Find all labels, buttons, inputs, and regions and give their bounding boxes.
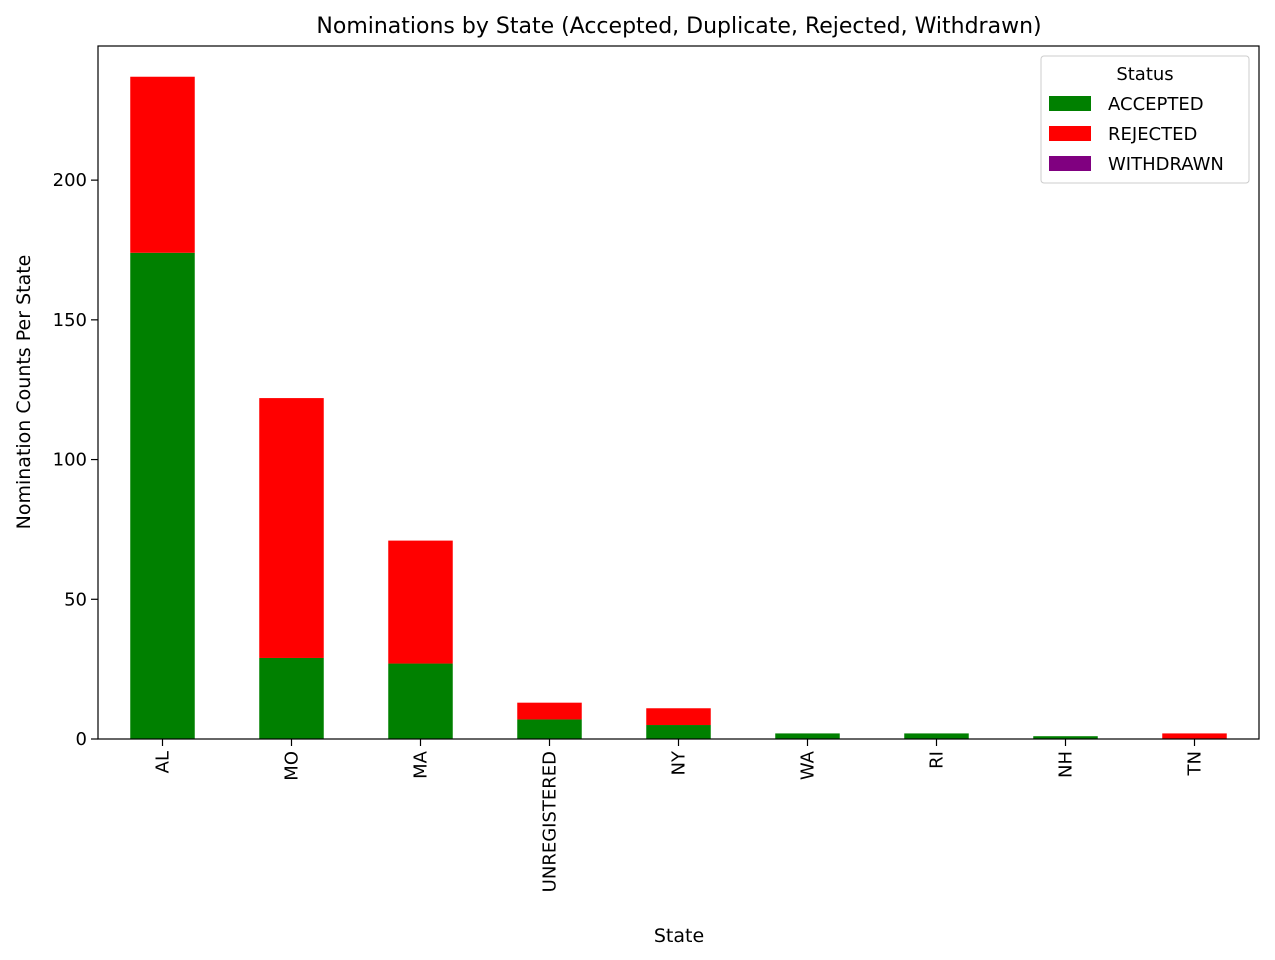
x-tick-label: MA bbox=[411, 750, 432, 779]
plot-area: AL MO MA UNREGISTERED NY WA RI NH TN 0 50 100 150 200 bbox=[53, 45, 1260, 892]
y-tick-label: 150 bbox=[53, 310, 87, 331]
bar-accepted-mo bbox=[259, 657, 324, 739]
x-tick-label: WA bbox=[798, 750, 819, 780]
legend-title: Status bbox=[1116, 64, 1173, 85]
x-tick-label: TN bbox=[1185, 751, 1206, 776]
y-tick-label: 0 bbox=[76, 729, 87, 750]
bar-accepted-nh bbox=[1033, 736, 1098, 739]
x-tick-label: AL bbox=[153, 751, 174, 773]
bar-rejected-tn bbox=[1162, 733, 1227, 739]
legend-label-withdrawn: WITHDRAWN bbox=[1108, 154, 1224, 175]
bar-accepted-ma bbox=[388, 663, 453, 739]
legend-label-rejected: REJECTED bbox=[1108, 124, 1197, 145]
bar-accepted-unregistered bbox=[517, 719, 582, 739]
bar-rejected-al bbox=[130, 76, 195, 253]
bar-rejected-ma bbox=[388, 540, 453, 664]
x-tick-label: MO bbox=[282, 751, 303, 781]
y-tick-label: 100 bbox=[53, 450, 87, 471]
x-tick-label: NY bbox=[669, 750, 690, 775]
legend-swatch-withdrawn bbox=[1049, 156, 1091, 171]
legend-swatch-rejected bbox=[1049, 126, 1091, 141]
x-tick-label: NH bbox=[1056, 751, 1077, 778]
legend-box bbox=[1040, 55, 1250, 184]
chart-title: Nominations by State (Accepted, Duplicat… bbox=[316, 14, 1041, 39]
axes-frame bbox=[97, 45, 1260, 740]
bar-rejected-mo bbox=[259, 398, 324, 658]
bar-accepted-al bbox=[130, 252, 195, 739]
x-tick-label: RI bbox=[927, 751, 948, 769]
x-axis-label: State bbox=[654, 925, 704, 947]
y-tick-label: 50 bbox=[64, 589, 87, 610]
x-tick-label: UNREGISTERED bbox=[540, 751, 561, 892]
bar-rejected-unregistered bbox=[517, 702, 582, 720]
bar-rejected-ny bbox=[646, 708, 711, 726]
legend-swatch-accepted bbox=[1049, 96, 1091, 111]
legend-label-accepted: ACCEPTED bbox=[1108, 94, 1204, 115]
bar-accepted-ri bbox=[904, 733, 969, 739]
bar-accepted-ny bbox=[646, 725, 711, 739]
legend: Status ACCEPTED REJECTED WITHDRAWN bbox=[1040, 55, 1250, 184]
y-tick-label: 200 bbox=[53, 170, 87, 191]
bar-accepted-wa bbox=[775, 733, 840, 739]
y-axis-label: Nomination Counts Per State bbox=[13, 255, 35, 530]
